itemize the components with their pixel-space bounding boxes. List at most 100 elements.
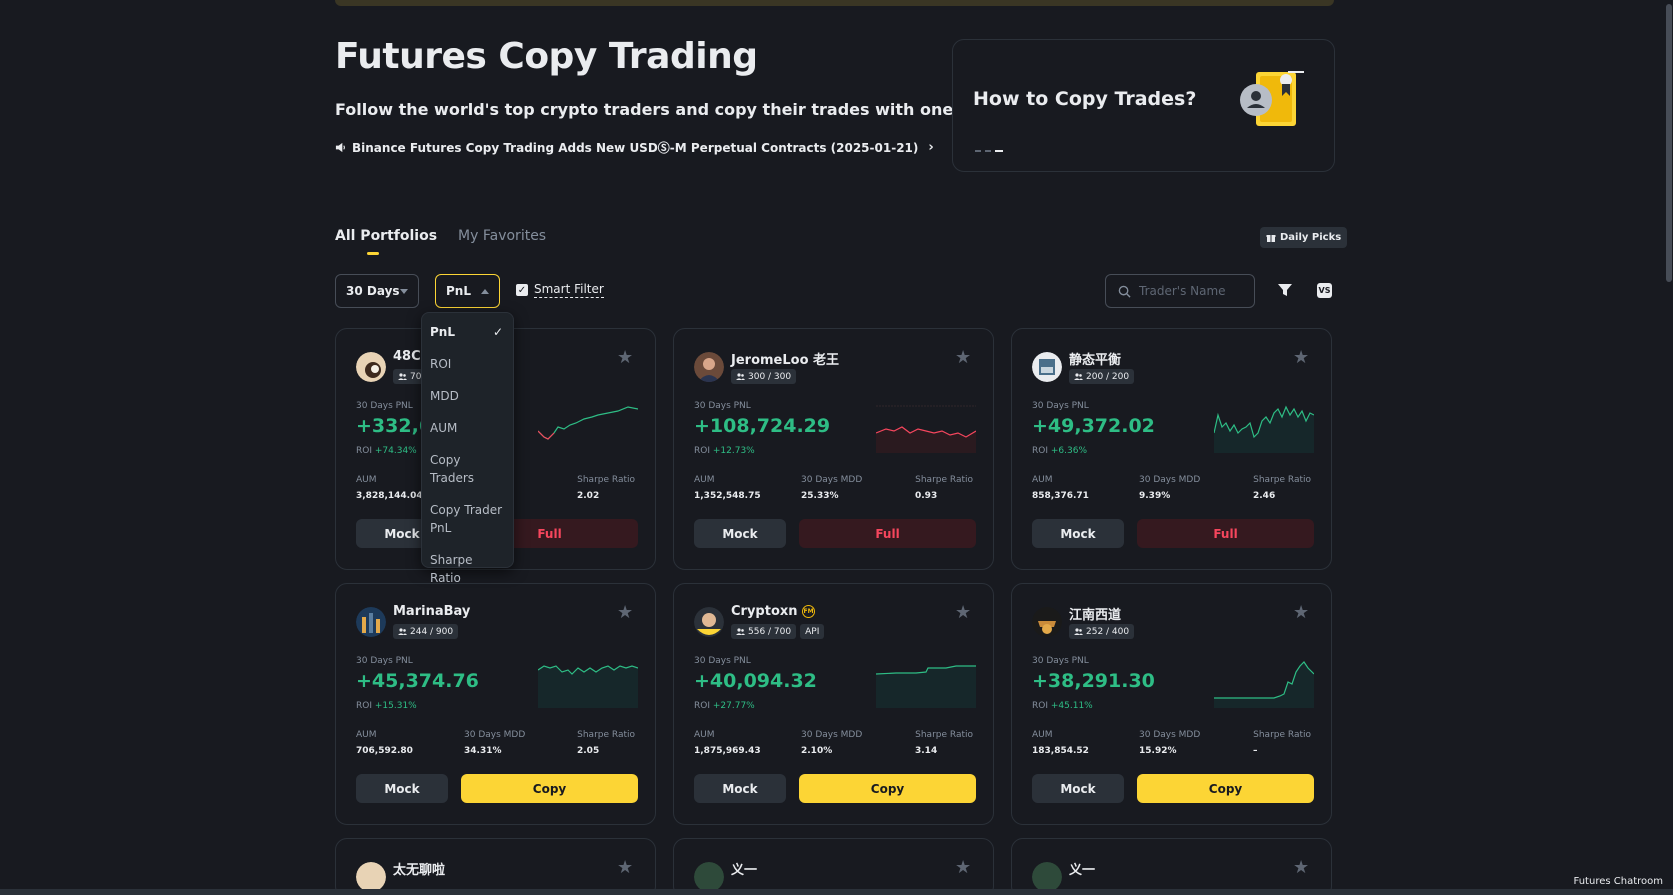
carousel-dot-active[interactable] xyxy=(995,150,1003,152)
aum-label: AUM xyxy=(1032,475,1053,485)
api-badge: API xyxy=(800,624,825,639)
favorite-star-icon[interactable]: ★ xyxy=(1293,857,1310,878)
copy-button[interactable]: Copy xyxy=(1137,774,1314,803)
sort-option-pnl[interactable]: PnL ✓ xyxy=(422,323,513,341)
mock-button[interactable]: Mock xyxy=(356,774,448,803)
aum-label: AUM xyxy=(356,475,377,485)
trader-card[interactable]: 江南西道 252 / 400 ★ 30 Days PNL +38,291.30 … xyxy=(1011,583,1332,825)
carousel-dots[interactable] xyxy=(975,150,1003,152)
sharpe-value: 2.46 xyxy=(1253,491,1276,501)
favorite-star-icon[interactable]: ★ xyxy=(617,857,634,878)
compare-vs-button[interactable]: VS xyxy=(1317,283,1332,298)
checkmark-icon: ✓ xyxy=(492,325,503,339)
futures-chatroom-button[interactable]: Futures Chatroom xyxy=(1573,876,1663,887)
trader-name[interactable]: 太无聊啦 xyxy=(393,863,446,878)
tab-my-favorites[interactable]: My Favorites xyxy=(458,228,547,244)
favorite-star-icon[interactable]: ★ xyxy=(955,347,972,368)
sharpe-label: Sharpe Ratio xyxy=(915,730,973,740)
trader-name[interactable]: 江南西道 xyxy=(1069,608,1122,623)
favorite-star-icon[interactable]: ★ xyxy=(955,602,972,623)
daily-picks-label: Daily Picks xyxy=(1280,232,1342,243)
announcement-link[interactable]: Binance Futures Copy Trading Adds New US… xyxy=(335,139,934,156)
favorite-star-icon[interactable]: ★ xyxy=(617,602,634,623)
pnl-label: 30 Days PNL xyxy=(1032,656,1089,666)
mock-button[interactable]: Mock xyxy=(1032,774,1124,803)
roi-value: +12.73% xyxy=(712,446,755,456)
full-button[interactable]: Full xyxy=(799,519,976,548)
copiers-badge: 252 / 400 xyxy=(1069,624,1135,639)
users-icon xyxy=(1074,627,1083,635)
mock-button[interactable]: Mock xyxy=(694,519,786,548)
trader-badges: 70 xyxy=(393,369,427,384)
sort-option-sharpe-ratio[interactable]: Sharpe Ratio xyxy=(430,553,473,585)
sort-select-value: PnL xyxy=(446,284,471,298)
sharpe-value: 2.02 xyxy=(577,491,600,501)
favorite-star-icon[interactable]: ★ xyxy=(1293,347,1310,368)
roi-text: ROI +15.31% xyxy=(356,701,417,711)
trader-name[interactable]: 义一 xyxy=(731,863,758,878)
page-scrollbar[interactable] xyxy=(1665,0,1673,282)
tab-all-portfolios[interactable]: All Portfolios xyxy=(335,228,438,255)
mdd-label: 30 Days MDD xyxy=(1139,475,1201,485)
trader-name[interactable]: Cryptoxn FM xyxy=(731,604,816,619)
roi-text: ROI +27.77% xyxy=(694,701,755,711)
pnl-value: +108,724.29 xyxy=(694,415,831,437)
checkbox-checked-icon[interactable]: ✓ xyxy=(516,284,528,296)
roi-label: ROI xyxy=(694,446,710,456)
avatar xyxy=(694,352,724,382)
sort-option-copy-traders[interactable]: Copy Traders xyxy=(430,453,475,485)
trader-card[interactable]: MarinaBay 244 / 900 ★ 30 Days PNL +45,37… xyxy=(335,583,656,825)
full-button[interactable]: Full xyxy=(1137,519,1314,548)
mdd-label: 30 Days MDD xyxy=(1139,730,1201,740)
mock-button[interactable]: Mock xyxy=(694,774,786,803)
carousel-dot[interactable] xyxy=(975,150,981,152)
roi-text: ROI +45.11% xyxy=(1032,701,1093,711)
copiers-count: 70 xyxy=(410,371,422,382)
smart-filter-toggle[interactable]: ✓ Smart Filter xyxy=(516,282,604,298)
scrollbar-thumb[interactable] xyxy=(1666,4,1672,282)
mdd-value: 9.39% xyxy=(1139,491,1171,501)
trader-card[interactable]: 太无聊啦 ★ xyxy=(335,838,656,895)
trader-name[interactable]: 48Cl xyxy=(393,349,426,364)
trader-card[interactable]: 静态平衡 200 / 200 ★ 30 Days PNL +49,372.02 … xyxy=(1011,328,1332,570)
sort-select[interactable]: PnL xyxy=(435,274,500,308)
sort-option-mdd[interactable]: MDD xyxy=(430,389,459,403)
copy-button[interactable]: Copy xyxy=(799,774,976,803)
trader-name[interactable]: JeromeLoo 老王 xyxy=(731,353,840,368)
mdd-label: 30 Days MDD xyxy=(464,730,526,740)
trader-badges: 300 / 300 xyxy=(731,369,797,384)
users-icon xyxy=(736,627,745,635)
sort-option-aum[interactable]: AUM xyxy=(430,421,458,435)
trader-badges: 252 / 400 xyxy=(1069,624,1135,639)
users-icon xyxy=(736,372,745,380)
favorite-star-icon[interactable]: ★ xyxy=(617,347,634,368)
avatar xyxy=(694,862,724,892)
trader-card[interactable]: JeromeLoo 老王 300 / 300 ★ 30 Days PNL +10… xyxy=(673,328,994,570)
trader-name[interactable]: MarinaBay xyxy=(393,604,471,619)
trader-card[interactable]: 义一 ★ xyxy=(673,838,994,895)
search-input[interactable]: Trader's Name xyxy=(1139,284,1226,298)
copy-button[interactable]: Copy xyxy=(461,774,638,803)
trader-card[interactable]: 义一 ★ xyxy=(1011,838,1332,895)
carousel-dot[interactable] xyxy=(985,150,991,152)
favorite-star-icon[interactable]: ★ xyxy=(1293,602,1310,623)
daily-picks-button[interactable]: Daily Picks xyxy=(1260,227,1348,248)
users-icon xyxy=(398,372,407,380)
trader-search[interactable]: Trader's Name xyxy=(1105,274,1255,308)
filter-icon[interactable] xyxy=(1277,282,1293,298)
trader-name[interactable]: 静态平衡 xyxy=(1069,353,1122,368)
certificate-illustration-icon xyxy=(1240,71,1304,126)
copiers-count: 300 / 300 xyxy=(748,371,792,382)
mdd-value: 2.10% xyxy=(801,746,833,756)
mock-button[interactable]: Mock xyxy=(1032,519,1124,548)
avatar xyxy=(1032,862,1062,892)
favorite-star-icon[interactable]: ★ xyxy=(955,857,972,878)
period-select[interactable]: 30 Days xyxy=(335,274,419,308)
how-to-title: How to Copy Trades? xyxy=(973,88,1197,110)
how-to-copy-card[interactable]: How to Copy Trades? xyxy=(952,39,1335,172)
sort-option-roi[interactable]: ROI xyxy=(430,357,452,371)
trader-card[interactable]: Cryptoxn FM 556 / 700 API ★ 30 Days PNL … xyxy=(673,583,994,825)
trader-name[interactable]: 义一 xyxy=(1069,863,1096,878)
sort-option-copy-trader-pnl[interactable]: Copy Trader PnL xyxy=(430,503,503,535)
caret-up-icon xyxy=(481,288,489,294)
